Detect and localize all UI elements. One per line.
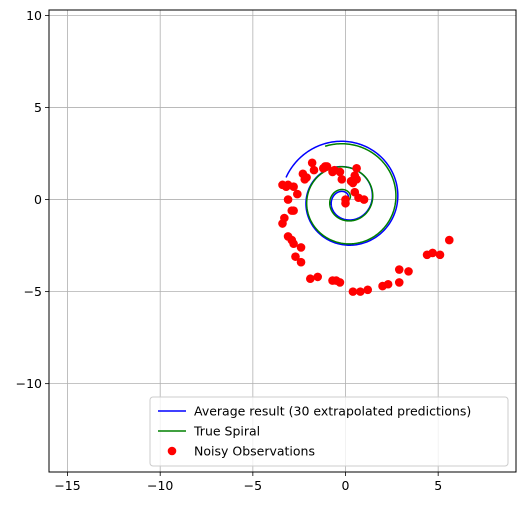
- scatter-point: [307, 158, 317, 168]
- legend-label: Noisy Observations: [194, 444, 315, 459]
- legend: Average result (30 extrapolated predicti…: [149, 396, 509, 467]
- plot-series: [278, 140, 454, 296]
- x-tick-label: −5: [244, 478, 262, 493]
- scatter-point: [356, 287, 365, 296]
- scatter-point: [278, 219, 287, 228]
- scatter-point: [394, 278, 404, 287]
- y-tick-label: 10: [26, 8, 42, 23]
- x-tick-label: 0: [342, 478, 350, 493]
- scatter-point: [291, 252, 300, 261]
- scatter-point: [283, 195, 293, 204]
- x-tick-label: −15: [54, 478, 80, 493]
- scatter-point: [341, 198, 350, 208]
- scatter-point: [428, 248, 437, 258]
- legend-label: True Spiral: [193, 424, 260, 439]
- scatter-point: [305, 274, 315, 284]
- x-tick-label: −10: [147, 478, 173, 493]
- scatter-point: [352, 163, 361, 173]
- scatter-point: [298, 169, 308, 179]
- scatter-point: [313, 272, 323, 282]
- scatter-point: [289, 206, 298, 215]
- scatter-point: [278, 180, 287, 190]
- scatter-point: [394, 265, 404, 274]
- scatter-point: [348, 287, 358, 296]
- scatter-point: [363, 285, 373, 295]
- scatter-point: [293, 189, 302, 199]
- scatter-point: [404, 267, 413, 276]
- scatter-point: [350, 187, 360, 197]
- scatter-point: [296, 257, 306, 267]
- scatter-point: [318, 163, 328, 173]
- y-tick-label: 0: [34, 192, 42, 207]
- x-tick-label: 5: [434, 478, 442, 493]
- series-line-0: [285, 140, 399, 246]
- scatter-point: [296, 243, 306, 252]
- legend-box: [149, 396, 509, 467]
- scatter-point: [383, 279, 393, 289]
- scatter-point: [337, 175, 347, 184]
- scatter-point: [435, 250, 445, 260]
- scatter-point: [335, 278, 345, 287]
- scatter-point: [309, 165, 319, 175]
- legend-label: Average result (30 extrapolated predicti…: [194, 404, 471, 419]
- scatter-point: [328, 167, 337, 177]
- grid-lines: [49, 10, 516, 472]
- scatter-point: [444, 235, 454, 245]
- legend-swatch-dot: [167, 446, 177, 456]
- plot-frame: [48, 9, 517, 473]
- axis-ticks: −15 −10 −5 0 5 10 5 0 −5 −10: [16, 8, 443, 493]
- scatter-point: [346, 176, 356, 186]
- y-tick-label: 5: [34, 100, 42, 115]
- series-line-1: [305, 142, 397, 245]
- y-tick-label: −5: [24, 284, 42, 299]
- scatter-point: [289, 239, 298, 249]
- y-tick-label: −10: [16, 376, 42, 391]
